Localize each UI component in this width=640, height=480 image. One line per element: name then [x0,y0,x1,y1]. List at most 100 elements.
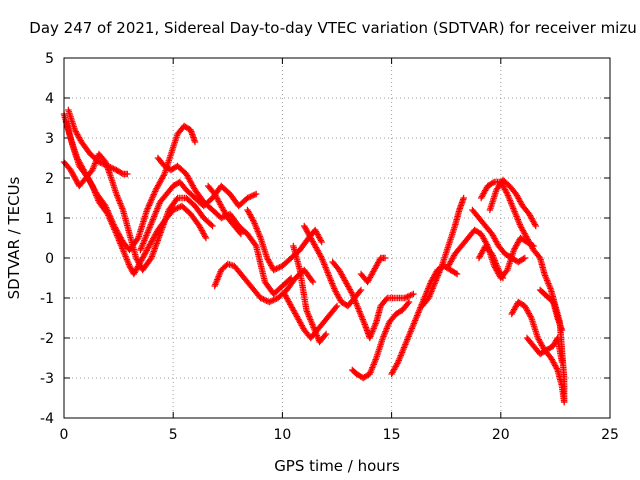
y-tick-label: 4 [45,91,54,107]
data-point [453,270,461,278]
data-point [348,289,355,296]
series-track-16 [388,262,461,378]
data-point [267,298,274,305]
data-point [270,296,277,304]
x-tick-label: 5 [169,427,178,443]
data-point [558,358,566,366]
data-marks [60,106,568,406]
data-point [252,241,259,248]
data-point [521,254,529,262]
data-point [249,217,257,224]
data-point [172,205,180,212]
data-point [333,302,341,310]
data-point [245,194,253,201]
series-track-17 [418,194,467,310]
data-point [248,192,256,200]
y-tick-label: 5 [45,51,54,67]
y-tick-label: -2 [40,331,54,347]
data-point [260,296,267,303]
data-point [191,138,199,146]
data-point [209,222,216,230]
data-point [244,194,251,202]
series-track-19 [469,206,529,266]
x-tick-label: 0 [60,427,69,443]
data-point [257,294,264,302]
data-point [263,297,270,304]
x-tick-label: 25 [601,427,619,443]
x-axis-label: GPS time / hours [274,457,400,475]
x-tick-label: 20 [492,427,510,443]
series-track-6 [154,154,295,298]
series-track-12 [301,222,365,310]
data-point [269,297,276,304]
series-track-7 [204,182,245,238]
data-point [97,159,104,166]
data-point [332,304,340,311]
data-point [356,288,364,295]
data-point [171,206,178,213]
data-point [318,238,325,246]
data-point [503,189,510,196]
y-tick-label: -4 [40,411,54,427]
data-point [208,221,215,229]
data-point [237,230,245,238]
y-tick-label: 0 [45,251,54,267]
data-point [489,179,497,186]
data-point [452,270,460,277]
series-track-15 [349,298,413,382]
data-point [308,277,316,284]
series-track-24 [523,334,566,366]
y-tick-label: 3 [45,131,54,147]
series-track-9 [244,206,325,274]
data-point [460,194,467,202]
data-point [134,236,141,243]
data-point [218,214,225,222]
data-point [405,298,413,306]
series-track-3 [65,106,131,178]
data-point [174,204,181,212]
data-point [236,229,244,236]
data-point [531,221,539,228]
series-track-8 [211,260,317,306]
data-point [252,190,260,198]
series-track-13 [329,258,417,342]
data-point [247,193,254,200]
x-tick-label: 15 [383,427,401,443]
data-point [553,365,560,372]
data-point [527,313,534,320]
data-point [394,360,401,367]
chart-title: Day 247 of 2021, Sidereal Day-to-day VTE… [29,19,636,37]
data-point [317,237,325,244]
data-point [401,294,408,302]
data-point [124,170,131,178]
data-point [276,264,283,271]
data-point [408,291,416,298]
series-track-21 [486,176,539,230]
data-point [271,266,279,273]
data-point [402,294,410,301]
series-track-22 [475,242,507,282]
data-point [357,286,365,294]
data-point [261,296,269,304]
data-point [201,233,209,240]
data-point [321,332,329,339]
y-tick-label: -3 [40,371,54,387]
data-point [404,293,411,300]
data-point [520,255,527,262]
series-track-4 [60,150,216,274]
data-point [317,253,325,260]
data-point [219,214,226,221]
data-point [535,253,543,260]
data-point [250,192,257,199]
data-point [499,274,507,282]
x-tick-label: 10 [273,427,291,443]
y-tick-label: 1 [45,211,54,227]
data-point [266,298,273,306]
data-point [271,296,279,303]
data-point [532,222,539,230]
data-point [273,265,280,272]
data-point [118,170,125,177]
series-track-25 [536,286,566,334]
data-point [110,165,117,172]
data-point [274,264,282,272]
